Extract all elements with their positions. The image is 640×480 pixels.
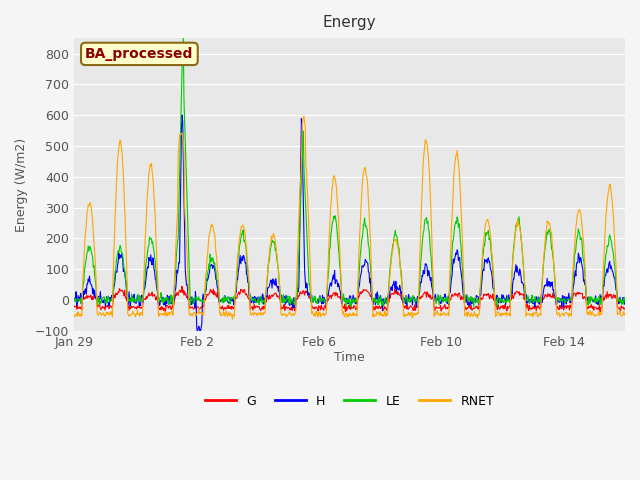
G: [384, 306, 392, 312]
RNET: [90, 239, 98, 245]
Line: G: G: [74, 287, 625, 312]
G: [516, 291, 524, 297]
RNET: [300, 113, 308, 119]
H: [193, 329, 201, 335]
LE: [301, 179, 308, 185]
H: [272, 276, 280, 281]
Legend: G, H, LE, RNET: G, H, LE, RNET: [200, 390, 499, 413]
RNET: [271, 238, 279, 243]
RNET: [301, 122, 309, 128]
G: [200, 297, 208, 303]
G: [178, 284, 186, 289]
H: [90, 293, 98, 299]
LE: [179, 35, 187, 41]
RNET: [70, 314, 78, 320]
Line: LE: LE: [74, 38, 625, 307]
RNET: [384, 312, 392, 318]
Line: H: H: [74, 115, 625, 332]
Line: RNET: RNET: [74, 116, 625, 319]
LE: [200, 296, 208, 302]
H: [201, 288, 209, 294]
LE: [348, 304, 355, 310]
Title: Energy: Energy: [323, 15, 376, 30]
LE: [90, 263, 98, 269]
Text: BA_processed: BA_processed: [85, 47, 193, 61]
H: [384, 295, 392, 300]
G: [342, 309, 349, 314]
H: [178, 112, 186, 118]
LE: [271, 248, 279, 253]
H: [301, 277, 309, 283]
X-axis label: Time: Time: [334, 351, 365, 364]
G: [271, 291, 279, 297]
H: [621, 297, 629, 303]
LE: [70, 299, 78, 304]
G: [621, 305, 629, 311]
RNET: [228, 316, 236, 322]
H: [516, 269, 524, 275]
LE: [384, 298, 392, 304]
G: [301, 292, 308, 298]
G: [90, 294, 98, 300]
LE: [516, 227, 524, 232]
Y-axis label: Energy (W/m2): Energy (W/m2): [15, 137, 28, 231]
LE: [621, 299, 629, 305]
G: [70, 303, 78, 309]
H: [70, 296, 78, 302]
RNET: [621, 311, 629, 317]
RNET: [200, 312, 207, 317]
RNET: [516, 228, 524, 234]
